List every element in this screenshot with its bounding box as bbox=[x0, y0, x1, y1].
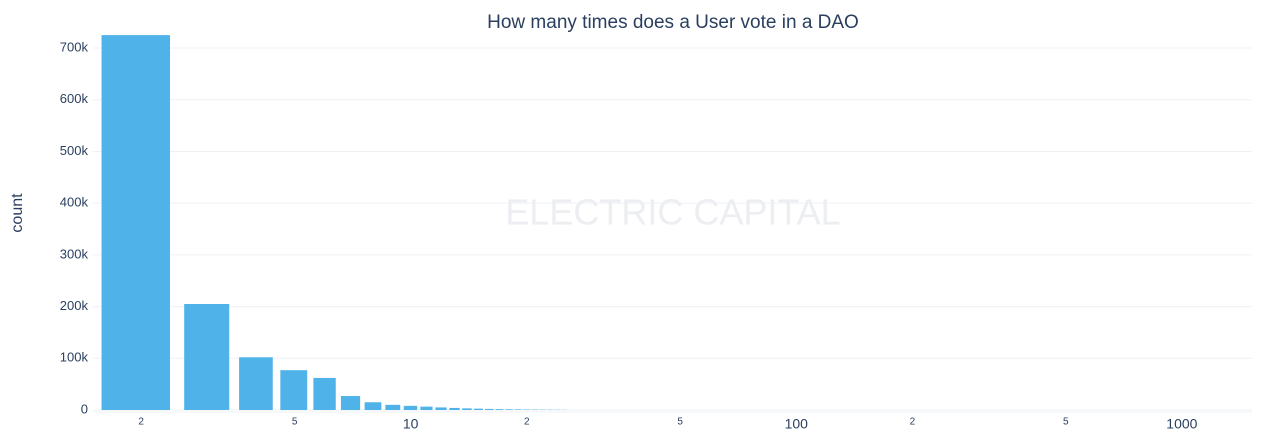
bar bbox=[280, 370, 308, 410]
x-tick-label: 5 bbox=[677, 417, 683, 428]
y-axis-label: count bbox=[9, 193, 26, 233]
bar bbox=[485, 408, 494, 410]
bar bbox=[313, 377, 336, 410]
bar bbox=[449, 407, 460, 410]
x-tick-label: 2 bbox=[910, 417, 916, 428]
bar bbox=[385, 404, 401, 410]
y-tick-label: 700k bbox=[60, 39, 89, 54]
x-tick-label: 2 bbox=[524, 417, 530, 428]
y-tick-label: 200k bbox=[60, 298, 89, 313]
bar bbox=[184, 303, 230, 410]
bar bbox=[403, 405, 418, 410]
bar bbox=[435, 407, 447, 410]
bar bbox=[495, 409, 504, 410]
bar bbox=[364, 402, 382, 410]
y-tick-label: 300k bbox=[60, 246, 89, 261]
bar bbox=[239, 357, 273, 410]
x-tick-label: 5 bbox=[292, 417, 298, 428]
bar bbox=[340, 396, 361, 410]
y-tick-label: 0 bbox=[81, 401, 88, 416]
x-tick-label: 5 bbox=[1063, 417, 1069, 428]
watermark: ELECTRIC CAPITAL bbox=[505, 192, 840, 233]
y-tick-label: 500k bbox=[60, 143, 89, 158]
bar bbox=[514, 409, 522, 410]
x-tick-label: 1000 bbox=[1166, 416, 1197, 432]
bar bbox=[462, 408, 472, 410]
bar bbox=[474, 408, 483, 410]
x-tick-label: 100 bbox=[785, 416, 809, 432]
bar bbox=[523, 409, 531, 410]
y-tick-label: 400k bbox=[60, 195, 89, 210]
y-tick-label: 100k bbox=[60, 350, 89, 365]
bar bbox=[505, 409, 513, 410]
x-tick-label: 10 bbox=[403, 416, 419, 432]
y-tick-label: 600k bbox=[60, 91, 89, 106]
chart-title: How many times does a User vote in a DAO bbox=[487, 12, 859, 33]
bar bbox=[101, 35, 170, 410]
x-tick-label: 2 bbox=[138, 417, 144, 428]
bar bbox=[420, 406, 433, 410]
